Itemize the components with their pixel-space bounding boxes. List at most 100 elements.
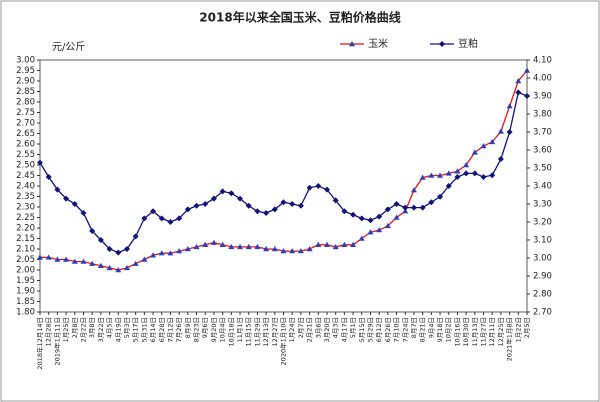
point-marker	[193, 243, 200, 250]
legend-label: 玉米	[368, 37, 388, 50]
x-tick-label: 2020年1月10日	[279, 317, 288, 365]
x-tick-label: 1月22日	[514, 317, 522, 342]
x-tick-label: 5月17日	[132, 317, 140, 342]
x-tick-label: 2019年1月11日	[52, 317, 61, 365]
point-marker	[228, 243, 235, 250]
x-tick-label: 11月29日	[253, 317, 261, 347]
y2-tick-label: 2.90	[533, 272, 552, 282]
point-marker	[193, 202, 200, 209]
point-marker	[463, 162, 470, 168]
y2-tick-label: 3.40	[533, 182, 552, 192]
point-marker	[367, 217, 374, 224]
point-marker	[454, 174, 461, 180]
point-marker	[54, 256, 61, 262]
x-tick-label: 9月18日	[436, 317, 444, 342]
point-marker	[419, 174, 426, 180]
point-marker	[45, 174, 52, 180]
y-tick-label: 2.65	[16, 129, 35, 139]
y2-tick-label: 3.90	[533, 92, 552, 102]
y2-tick-label: 3.20	[533, 218, 552, 228]
x-tick-label: 11月15日	[245, 317, 253, 347]
y-axis-label: 元/公斤	[52, 41, 85, 53]
y2-tick-label: 3.00	[533, 254, 552, 264]
y-tick-label: 2.00	[16, 266, 35, 276]
point-marker	[202, 201, 209, 207]
x-tick-label: 8月7日	[410, 317, 418, 338]
point-marker	[271, 206, 278, 213]
y-tick-label: 2.35	[16, 192, 35, 202]
x-tick-label: 5月29日	[366, 317, 374, 342]
x-tick-label: 2月5日	[523, 317, 531, 338]
point-marker	[437, 193, 444, 200]
point-marker	[428, 199, 435, 206]
y-tick-label: 2.55	[16, 150, 35, 160]
point-marker	[497, 156, 504, 162]
x-tick-label: 3月22日	[97, 317, 105, 342]
point-marker	[497, 128, 504, 134]
x-tick-label: 2月22日	[79, 317, 87, 342]
point-marker	[97, 262, 104, 268]
point-marker	[245, 243, 252, 250]
point-marker	[428, 172, 435, 178]
point-marker	[306, 246, 313, 252]
x-tick-label: 8月21日	[419, 317, 427, 342]
point-marker	[332, 243, 339, 250]
point-marker	[132, 233, 139, 240]
point-marker	[150, 208, 157, 215]
y-tick-label: 2.95	[16, 66, 35, 76]
y-tick-label: 2.85	[16, 87, 35, 97]
point-marker	[289, 248, 296, 254]
x-tick-label: 3月20日	[323, 317, 331, 342]
point-marker	[63, 256, 70, 262]
point-marker	[106, 264, 113, 271]
y-tick-label: 2.40	[16, 182, 35, 192]
x-tick-label: 10月16日	[453, 317, 461, 347]
x-tick-label: 6月28日	[158, 317, 166, 342]
x-tick-label: 6月26日	[384, 317, 392, 342]
x-tick-label: 4月17日	[340, 317, 348, 342]
point-marker	[80, 258, 87, 264]
point-marker	[45, 254, 52, 260]
x-tick-label: 10月4日	[219, 317, 227, 342]
point-marker	[280, 248, 287, 254]
point-marker	[202, 241, 209, 247]
point-marker	[358, 235, 365, 241]
point-marker	[37, 159, 43, 166]
point-marker	[358, 215, 365, 222]
y-tick-label: 2.70	[16, 119, 35, 129]
point-marker	[376, 213, 383, 220]
x-tick-label: 10月18日	[227, 317, 235, 347]
point-marker	[384, 206, 391, 213]
point-marker	[106, 246, 113, 252]
y-tick-label: 2.10	[16, 245, 35, 255]
point-marker	[184, 206, 191, 213]
point-marker	[141, 256, 148, 262]
point-marker	[280, 199, 287, 206]
y2-tick-label: 2.70	[533, 308, 552, 318]
x-tick-label: 2月8日	[71, 317, 79, 338]
y-tick-label: 1.90	[16, 287, 35, 297]
point-marker	[341, 208, 348, 215]
point-marker	[176, 215, 183, 222]
point-marker	[297, 248, 304, 254]
y2-tick-label: 3.30	[533, 200, 552, 210]
point-marker	[167, 219, 174, 225]
point-marker	[489, 172, 496, 179]
y2-tick-label: 4.10	[533, 56, 552, 66]
y2-tick-label: 2.80	[533, 290, 552, 300]
point-marker	[439, 41, 445, 47]
point-marker	[63, 195, 70, 202]
point-marker	[254, 208, 261, 215]
point-marker	[210, 239, 217, 245]
x-tick-label: 11月1日	[236, 317, 244, 342]
point-marker	[176, 248, 183, 254]
point-marker	[515, 89, 522, 96]
x-tick-label: 1月25日	[62, 317, 70, 342]
x-tick-label: 10月30日	[462, 317, 470, 347]
point-marker	[263, 246, 270, 252]
chart-title: 2018年以来全国玉米、豆粕价格曲线	[199, 10, 400, 25]
point-marker	[393, 214, 400, 220]
point-marker	[445, 170, 452, 176]
x-tick-label: 7月24日	[401, 317, 409, 342]
